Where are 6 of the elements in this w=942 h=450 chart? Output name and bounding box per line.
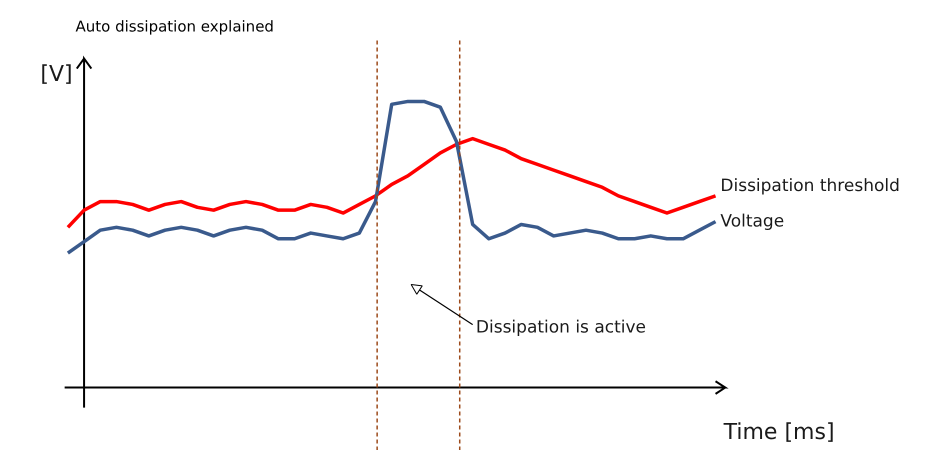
annotation: Dissipation is active — [476, 317, 646, 338]
chart-title: Auto dissipation explained — [76, 18, 274, 36]
series-label: Dissipation threshold — [720, 176, 900, 196]
series-label: Voltage — [720, 212, 784, 232]
x-axis-title: Time [ms] — [722, 420, 835, 445]
y-axis-title: [V] — [40, 62, 73, 88]
